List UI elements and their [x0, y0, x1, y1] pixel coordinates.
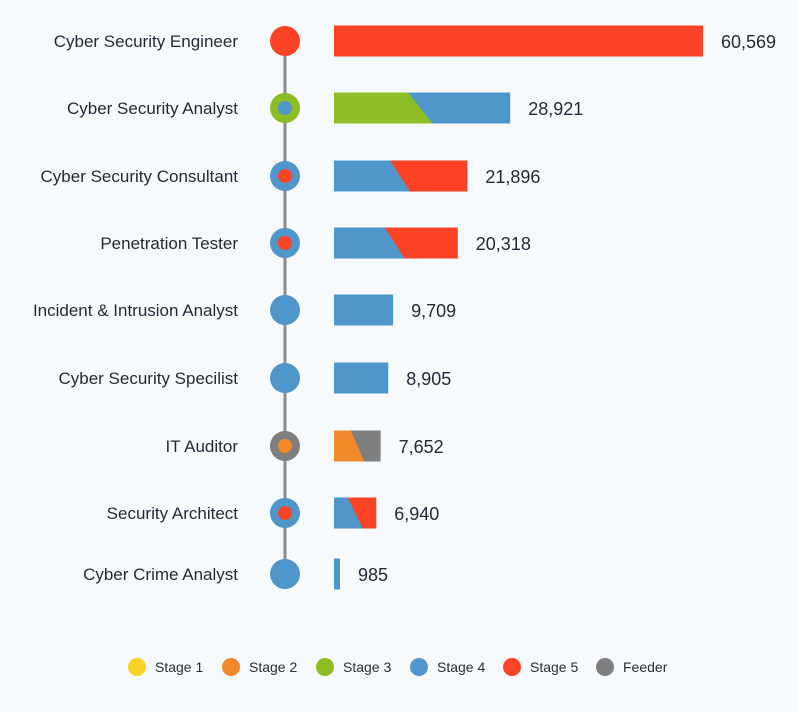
- value-labels: 60,569 28,921 21,896 20,318 9,709 8,905 7,652 6…: [358, 32, 776, 585]
- stage-node: [270, 161, 300, 191]
- legend-swatch: [128, 658, 146, 676]
- value-label: 9,709: [411, 301, 456, 321]
- bar-segment: [334, 92, 433, 124]
- stage-node: [270, 228, 300, 258]
- stage-node-outer: [270, 559, 300, 589]
- stage-node-inner: [278, 506, 292, 520]
- bar-segment: [334, 160, 411, 192]
- stage-node: [270, 559, 300, 589]
- legend-label: Stage 2: [249, 659, 297, 675]
- stage-node-outer: [270, 26, 300, 56]
- legend-item: Stage 3: [316, 658, 391, 676]
- stage-node: [270, 93, 300, 123]
- legend: Stage 1 Stage 2 Stage 3 Stage 4 Stage 5 Feede…: [128, 658, 668, 676]
- stage-node-inner: [278, 169, 292, 183]
- value-label: 21,896: [485, 167, 540, 187]
- value-label: 60,569: [721, 32, 776, 52]
- stage-node-inner: [278, 439, 292, 453]
- stage-node-inner: [278, 236, 292, 250]
- legend-label: Feeder: [623, 659, 668, 675]
- stage-nodes: [270, 26, 300, 589]
- legend-item: Stage 4: [410, 658, 485, 676]
- legend-swatch: [410, 658, 428, 676]
- legend-swatch: [596, 658, 614, 676]
- value-label: 7,652: [399, 437, 444, 457]
- legend-swatch: [503, 658, 521, 676]
- bar: [334, 160, 468, 192]
- bar-segment: [334, 497, 363, 529]
- legend-label: Stage 1: [155, 659, 203, 675]
- bar-segment: [334, 558, 341, 590]
- bar: [334, 430, 381, 462]
- legend-label: Stage 4: [437, 659, 485, 675]
- bar: [334, 558, 341, 590]
- legend-label: Stage 3: [343, 659, 391, 675]
- role-label: Cyber Security Specilist: [58, 369, 238, 388]
- stage-node-outer: [270, 363, 300, 393]
- bar-segment: [334, 25, 703, 57]
- value-label: 20,318: [476, 234, 531, 254]
- role-label: Security Architect: [107, 504, 239, 523]
- value-label: 8,905: [406, 369, 451, 389]
- stage-node: [270, 295, 300, 325]
- legend-label: Stage 5: [530, 659, 578, 675]
- legend-item: Stage 2: [222, 658, 297, 676]
- role-label: Cyber Security Consultant: [41, 167, 239, 186]
- stage-node: [270, 363, 300, 393]
- role-labels: Cyber Security Engineer Cyber Security An…: [33, 32, 238, 584]
- role-label: Penetration Tester: [100, 234, 238, 253]
- stage-node: [270, 26, 300, 56]
- bar: [334, 497, 377, 529]
- role-label: Cyber Security Engineer: [54, 32, 239, 51]
- role-label: Incident & Intrusion Analyst: [33, 301, 238, 320]
- value-label: 28,921: [528, 99, 583, 119]
- stage-node: [270, 498, 300, 528]
- legend-swatch: [222, 658, 240, 676]
- bar-segment: [334, 294, 394, 326]
- role-label: Cyber Security Analyst: [67, 99, 238, 118]
- value-label: 6,940: [394, 504, 439, 524]
- legend-item: Stage 5: [503, 658, 578, 676]
- value-label: 985: [358, 565, 388, 585]
- bar-segment: [334, 362, 389, 394]
- bar: [334, 294, 394, 326]
- bar-segment: [334, 430, 365, 462]
- bar: [334, 227, 458, 259]
- role-label: Cyber Crime Analyst: [83, 565, 238, 584]
- stage-node-outer: [270, 295, 300, 325]
- bar: [334, 25, 703, 57]
- bar: [334, 362, 389, 394]
- role-label: IT Auditor: [166, 437, 239, 456]
- bar: [334, 92, 511, 124]
- bars: [334, 25, 703, 590]
- legend-item: Feeder: [596, 658, 668, 676]
- stage-node-inner: [278, 101, 292, 115]
- legend-item: Stage 1: [128, 658, 203, 676]
- stage-node: [270, 431, 300, 461]
- legend-swatch: [316, 658, 334, 676]
- bar-segment: [334, 227, 405, 259]
